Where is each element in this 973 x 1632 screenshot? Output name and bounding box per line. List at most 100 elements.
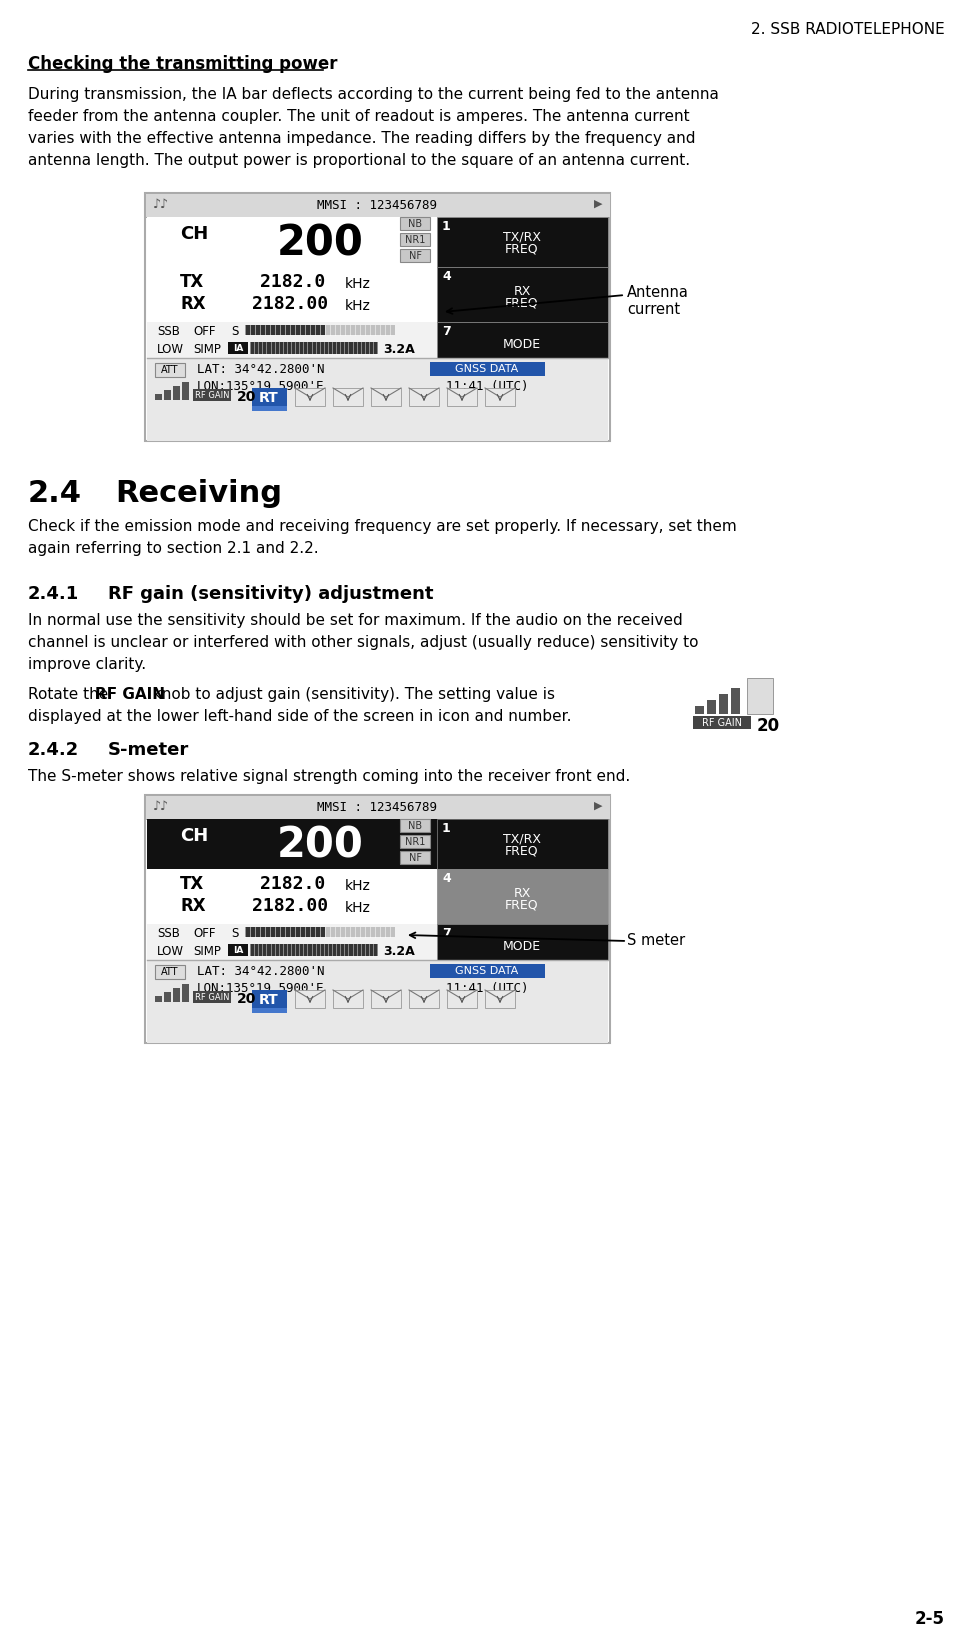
Bar — [333, 388, 363, 406]
Text: SIMP: SIMP — [193, 343, 221, 356]
Text: displayed at the lower left-hand side of the screen in icon and number.: displayed at the lower left-hand side of… — [28, 708, 571, 725]
Bar — [437, 819, 608, 868]
Bar — [193, 991, 231, 1004]
Text: 2.4.2: 2.4.2 — [28, 741, 79, 759]
Bar — [719, 694, 728, 715]
Text: 20: 20 — [757, 716, 780, 734]
Text: RX: RX — [180, 295, 205, 313]
Bar — [695, 707, 704, 715]
Bar — [252, 1009, 287, 1013]
Text: 3.2A: 3.2A — [383, 945, 414, 958]
Bar — [747, 677, 773, 715]
Text: NF: NF — [409, 854, 421, 863]
Text: Check if the emission mode and receiving frequency are set properly. If necessar: Check if the emission mode and receiving… — [28, 519, 737, 534]
Text: FREQ: FREQ — [505, 297, 539, 310]
Text: LOW: LOW — [157, 945, 184, 958]
Bar — [147, 868, 608, 924]
Text: LON:135°19.5900'E: LON:135°19.5900'E — [197, 982, 325, 996]
Bar — [400, 233, 430, 246]
Text: feeder from the antenna coupler. The unit of readout is amperes. The antenna cur: feeder from the antenna coupler. The uni… — [28, 109, 690, 124]
Bar — [245, 325, 325, 335]
Bar — [409, 991, 439, 1009]
Text: 2182.0: 2182.0 — [260, 875, 325, 893]
Text: 200: 200 — [276, 824, 364, 867]
Text: Receiving: Receiving — [115, 480, 282, 508]
Bar — [147, 339, 608, 357]
Bar — [250, 343, 378, 354]
Text: 2182.00: 2182.00 — [252, 295, 328, 313]
Bar — [333, 991, 363, 1009]
Bar — [447, 991, 477, 1009]
Bar — [430, 362, 545, 375]
Bar — [145, 795, 610, 1043]
Text: again referring to section 2.1 and 2.2.: again referring to section 2.1 and 2.2. — [28, 540, 318, 557]
Bar — [400, 836, 430, 849]
Text: IA: IA — [233, 947, 243, 955]
Bar — [409, 388, 439, 406]
Bar — [437, 322, 608, 357]
Text: CH: CH — [180, 827, 208, 845]
Text: MMSI : 123456789: MMSI : 123456789 — [317, 801, 437, 814]
Text: NR1: NR1 — [405, 235, 425, 245]
Text: MMSI : 123456789: MMSI : 123456789 — [317, 199, 437, 212]
Text: TX/RX: TX/RX — [503, 832, 541, 845]
Bar — [400, 850, 430, 863]
Bar — [155, 996, 162, 1002]
Text: 11:41 (UTC): 11:41 (UTC) — [446, 982, 528, 996]
Text: 1: 1 — [442, 823, 450, 836]
Bar — [437, 924, 608, 960]
Text: 20: 20 — [237, 390, 256, 405]
Text: SSB: SSB — [157, 325, 180, 338]
Text: OFF: OFF — [193, 927, 215, 940]
Bar — [252, 406, 287, 411]
Text: CH: CH — [180, 225, 208, 243]
Text: ▶: ▶ — [594, 199, 602, 209]
Text: RF GAIN: RF GAIN — [195, 392, 230, 400]
Bar — [371, 388, 401, 406]
Text: 4: 4 — [442, 269, 450, 282]
Bar — [325, 325, 395, 335]
Bar — [707, 700, 716, 715]
Bar — [182, 984, 189, 1002]
Text: RT: RT — [259, 992, 279, 1007]
Text: MODE: MODE — [503, 940, 541, 953]
Text: kHz: kHz — [345, 880, 371, 893]
Text: SSB: SSB — [157, 927, 180, 940]
Text: NF: NF — [409, 251, 421, 261]
Bar — [164, 390, 171, 400]
Bar — [155, 965, 185, 979]
Text: LAT: 34°42.2800'N: LAT: 34°42.2800'N — [197, 965, 325, 978]
Bar — [400, 217, 430, 230]
Text: TX: TX — [180, 273, 204, 290]
Text: Checking the transmitting power: Checking the transmitting power — [28, 55, 338, 73]
Bar — [155, 393, 162, 400]
Bar — [147, 960, 608, 1043]
Text: ▶: ▶ — [594, 801, 602, 811]
Bar — [145, 795, 610, 819]
Text: During transmission, the IA bar deflects according to the current being fed to t: During transmission, the IA bar deflects… — [28, 86, 719, 101]
Bar — [164, 992, 171, 1002]
Text: 2182.00: 2182.00 — [252, 898, 328, 916]
Bar — [400, 819, 430, 832]
Bar — [371, 991, 401, 1009]
Bar — [173, 987, 180, 1002]
Text: RX: RX — [514, 286, 530, 299]
Bar — [193, 388, 231, 401]
Text: 2182.0: 2182.0 — [260, 273, 325, 290]
Bar — [252, 991, 287, 1009]
Text: Rotate the: Rotate the — [28, 687, 113, 702]
Text: FREQ: FREQ — [505, 243, 539, 256]
Text: NR1: NR1 — [405, 837, 425, 847]
Text: IA: IA — [233, 344, 243, 353]
Text: MODE: MODE — [503, 338, 541, 351]
Text: LAT: 34°42.2800'N: LAT: 34°42.2800'N — [197, 362, 325, 375]
Text: S: S — [231, 927, 238, 940]
Text: LOW: LOW — [157, 343, 184, 356]
Bar — [295, 991, 325, 1009]
Bar — [437, 868, 608, 924]
Text: In normal use the sensitivity should be set for maximum. If the audio on the rec: In normal use the sensitivity should be … — [28, 614, 683, 628]
Text: NB: NB — [408, 219, 422, 228]
Text: 2-5: 2-5 — [915, 1611, 945, 1629]
Bar — [245, 927, 325, 937]
Bar — [147, 217, 608, 268]
